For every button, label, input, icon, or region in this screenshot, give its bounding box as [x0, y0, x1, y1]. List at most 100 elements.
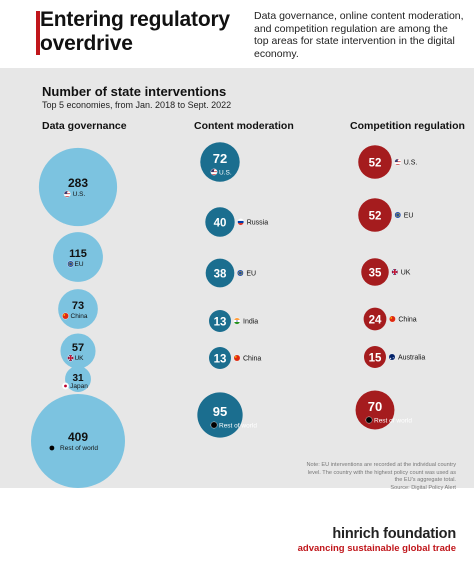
bubble-value: 115: [69, 248, 87, 260]
bubble-circle: [363, 307, 387, 331]
bubble-label: U.S.: [404, 160, 418, 167]
bubble-circle: [209, 347, 231, 369]
brand-name: hinrich foundation: [332, 526, 456, 542]
footnote: Note: EU interventions are recorded at t…: [300, 462, 456, 492]
bubble-value: 13: [214, 354, 227, 366]
bubble-circle: [205, 207, 235, 237]
bubble-value: 409: [68, 430, 88, 444]
dot-icon: [49, 445, 55, 451]
bubble-value: 52: [369, 158, 382, 170]
bubble-circle: [58, 289, 98, 329]
bubble-circle: [361, 258, 389, 286]
bubble-label: Japan: [70, 383, 88, 390]
bubble-value: 15: [369, 353, 382, 365]
bubble-circle: [358, 198, 392, 232]
bubble-value: 52: [369, 211, 382, 223]
footnote-text: Note: EU interventions are recorded at t…: [306, 462, 456, 484]
bubble-content-moderation-russia: 40 Russia: [205, 207, 269, 237]
intro-text: Data governance, online content moderati…: [254, 10, 464, 60]
bubble-value: 73: [72, 300, 84, 312]
bubble-label: U.S.: [73, 191, 86, 198]
bubble-label: UK: [401, 270, 411, 277]
bubble-value: 72: [213, 151, 227, 166]
bubble-value: 38: [214, 269, 227, 281]
bubble-content-moderation-eu: 38 EU: [205, 258, 256, 288]
flag-us-icon: [394, 158, 402, 166]
bubble-content-moderation-china: 13 China: [209, 347, 261, 369]
bubble-label: Russia: [247, 220, 269, 227]
bubble-label: Rest of world: [60, 445, 98, 452]
bubble-competition-regulation-eu: 52 EU: [358, 198, 413, 232]
bubble-label: Rest of world: [374, 418, 412, 425]
bubble-value: 70: [368, 399, 382, 414]
bubble-label: EU: [74, 261, 83, 268]
chart-title: Number of state interventions: [42, 84, 227, 99]
bubble-competition-regulation-uk: 35 UK: [361, 258, 411, 286]
bubble-label: China: [71, 313, 88, 320]
bubble-label: EU: [246, 271, 256, 278]
bubble-label: EU: [404, 213, 414, 220]
source-text: Source: Digital Policy Alert: [390, 484, 456, 491]
dot-icon: [365, 416, 373, 424]
column-header-competition-regulation: Competition regulation: [350, 120, 465, 132]
bubble-value: 35: [369, 268, 382, 280]
bubble-value: 57: [72, 342, 84, 354]
column-header-data-governance: Data governance: [42, 120, 127, 132]
bubble-circle: [205, 258, 235, 288]
title-accent-bar: [36, 11, 40, 55]
bubble-circle: [200, 142, 240, 182]
bubble-competition-regulation-rest-of-world: 70 Rest of world: [355, 390, 412, 430]
bubble-label: China: [243, 356, 261, 363]
flag-china-icon: [62, 312, 69, 320]
bubble-circle: [65, 366, 91, 392]
bubble-circle: [355, 390, 395, 430]
flag-australia-icon: [388, 353, 396, 361]
flag-china-icon: [388, 315, 396, 323]
bubble-circle: [358, 145, 392, 179]
flag-eu-icon: [67, 260, 75, 268]
bubble-content-moderation-india: 13 India: [209, 310, 258, 332]
flag-india-icon: [233, 317, 241, 325]
bubble-circle: [53, 232, 103, 282]
bubble-label: China: [398, 317, 416, 324]
flag-japan-icon: [62, 382, 69, 390]
bubble-content-moderation-u-s: 72 U.S.: [200, 142, 240, 182]
flag-uk-icon: [391, 268, 399, 276]
bubble-label: Rest of world: [219, 423, 257, 430]
page-title: Entering regulatory overdrive: [40, 8, 230, 55]
flag-uk-icon: [67, 354, 75, 362]
chart-subtitle: Top 5 economies, from Jan. 2018 to Sept.…: [42, 100, 232, 110]
bubble-value: 24: [369, 315, 382, 327]
bubble-circle: [31, 394, 125, 488]
flag-us-icon: [63, 190, 71, 198]
bubble-competition-regulation-china: 24 China: [363, 307, 417, 331]
header: Entering regulatory overdrive Data gover…: [0, 0, 474, 68]
flag-us-icon: [210, 168, 218, 176]
bubble-circle: [197, 392, 243, 438]
bubble-competition-regulation-u-s: 52 U.S.: [358, 145, 417, 179]
bubble-value: 283: [68, 176, 88, 190]
brand-block: hinrich foundation advancing sustainable…: [297, 526, 457, 554]
flag-eu-icon: [394, 211, 402, 219]
bubble-value: 95: [213, 404, 227, 419]
bubble-circle: [364, 346, 386, 368]
column-header-content-moderation: Content moderation: [194, 120, 294, 132]
bubble-competition-regulation-australia: 15 Australia: [364, 346, 425, 368]
flag-eu-icon: [236, 269, 244, 277]
brand-tagline: advancing sustainable global trade: [297, 543, 456, 554]
bubble-label: Australia: [398, 355, 425, 362]
bubble-label: India: [243, 319, 258, 326]
flag-china-icon: [233, 354, 241, 362]
bubble-circle: [209, 310, 231, 332]
bubble-circle: [38, 147, 118, 227]
bubble-value: 13: [214, 317, 227, 329]
bubble-label: U.S.: [219, 170, 232, 177]
bubble-label: UK: [74, 355, 84, 362]
